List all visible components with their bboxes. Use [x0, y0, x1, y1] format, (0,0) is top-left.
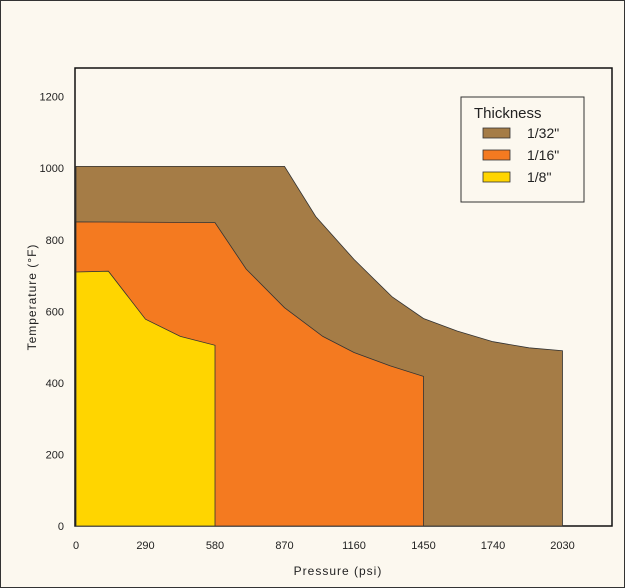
- x-tick-label: 2030: [550, 540, 574, 552]
- y-tick-label: 1000: [40, 163, 64, 175]
- legend-swatch: [482, 127, 511, 139]
- y-axis-title: Temperature (°F): [25, 244, 39, 351]
- x-tick-label: 1450: [411, 540, 435, 552]
- y-tick-label: 1200: [40, 92, 64, 104]
- legend-label: 1/32": [527, 125, 559, 141]
- legend: Thickness 1/32" 1/16" 1/8": [460, 96, 585, 203]
- y-axis-ticks: 0 200 400 600 800 1000 1200: [40, 92, 64, 533]
- x-axis-title: Pressure (psi): [294, 564, 383, 578]
- y-tick-label: 400: [46, 378, 64, 390]
- legend-title: Thickness: [474, 105, 542, 122]
- y-tick-label: 200: [46, 449, 64, 461]
- y-tick-label: 600: [46, 306, 64, 318]
- x-tick-label: 1740: [481, 540, 505, 552]
- series-area-3: [75, 270, 216, 527]
- y-tick-label: 800: [46, 235, 64, 247]
- x-tick-label: 290: [136, 540, 154, 552]
- x-axis-ticks: 0 290 580 870 1160 1450 1740 2030: [73, 540, 575, 552]
- legend-swatch: [482, 149, 511, 161]
- x-tick-label: 0: [73, 540, 79, 552]
- legend-swatch: [482, 171, 511, 183]
- legend-items: 1/32" 1/16" 1/8": [482, 125, 559, 185]
- x-tick-label: 870: [275, 540, 293, 552]
- legend-box: [460, 96, 585, 203]
- x-tick-label: 1160: [342, 540, 366, 552]
- y-tick-label: 0: [58, 521, 64, 533]
- legend-label: 1/8": [527, 169, 551, 185]
- legend-label: 1/16": [527, 147, 559, 163]
- x-tick-label: 580: [206, 540, 224, 552]
- series-areas: [75, 165, 563, 527]
